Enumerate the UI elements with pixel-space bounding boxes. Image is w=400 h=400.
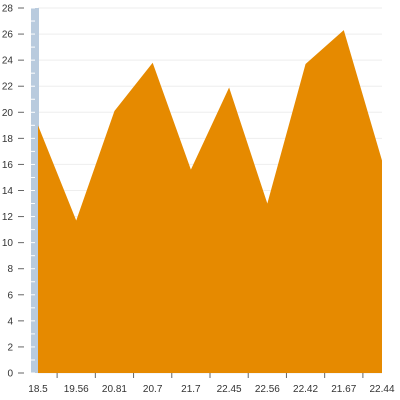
x-tick-label: 21.67 bbox=[331, 384, 356, 395]
y-tick-label: 18 bbox=[2, 134, 14, 145]
y-tick-label: 0 bbox=[7, 369, 13, 380]
y-tick-label: 20 bbox=[2, 108, 14, 119]
y-tick-label: 10 bbox=[2, 238, 14, 249]
x-tick-label: 20.81 bbox=[102, 384, 127, 395]
y-tick-label: 2 bbox=[7, 342, 13, 353]
x-tick-label: 22.42 bbox=[293, 384, 318, 395]
series-area-path bbox=[38, 30, 382, 373]
y-tick-label: 26 bbox=[2, 30, 14, 41]
x-tick-label: 19.56 bbox=[64, 384, 89, 395]
x-axis-ticks: 18.5 19.56 20.81 20.7 21.7 22.45 22.56 22.42 21.… bbox=[28, 373, 395, 395]
y-tick-label: 28 bbox=[2, 4, 14, 15]
x-tick-label: 18.5 bbox=[28, 384, 48, 395]
y-tick-label: 4 bbox=[7, 316, 13, 327]
x-tick-label: 22.45 bbox=[217, 384, 242, 395]
y-tick-label: 12 bbox=[2, 212, 14, 223]
x-tick-label: 21.7 bbox=[181, 384, 201, 395]
series-area bbox=[38, 30, 382, 373]
y-tick-label: 16 bbox=[2, 160, 14, 171]
x-tick-label: 20.7 bbox=[143, 384, 163, 395]
y-axis-band bbox=[31, 8, 39, 373]
y-tick-label: 24 bbox=[2, 56, 14, 67]
y-tick-label: 22 bbox=[2, 82, 14, 93]
y-tick-label: 6 bbox=[7, 290, 13, 301]
y-tick-label: 8 bbox=[7, 264, 13, 275]
y-tick-label: 14 bbox=[2, 186, 14, 197]
x-tick-label: 22.56 bbox=[255, 384, 280, 395]
x-tick-label: 22.44 bbox=[369, 384, 394, 395]
